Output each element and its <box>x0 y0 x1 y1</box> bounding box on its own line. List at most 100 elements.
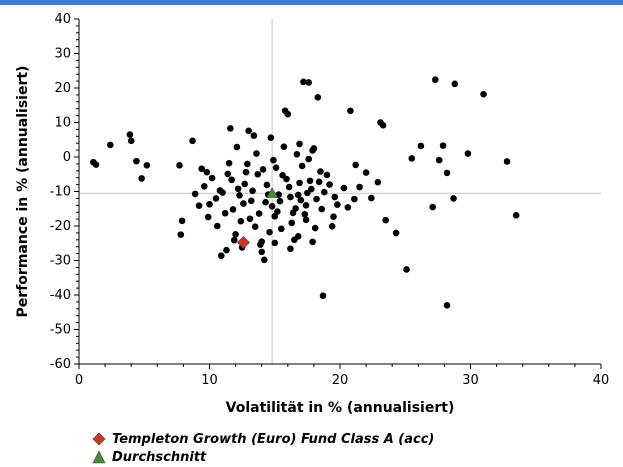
data-point <box>212 195 220 202</box>
y-tick-label: -60 <box>50 357 71 372</box>
data-point <box>503 158 511 165</box>
data-point <box>302 202 310 209</box>
scatter-chart: 40 30 20 10 0 -10 -20 -30 -40 -50 -60 0 10 20 30 40 Vol… <box>15 12 610 416</box>
data-point <box>512 212 520 219</box>
data-point <box>285 183 293 191</box>
data-point <box>451 80 459 88</box>
data-point <box>319 292 327 299</box>
data-point <box>323 171 331 179</box>
data-point <box>262 198 269 206</box>
data-point <box>254 170 262 178</box>
data-point <box>294 233 302 240</box>
y-tick-label: 20 <box>54 81 71 96</box>
data-point <box>208 174 216 182</box>
data-point <box>417 142 425 150</box>
data-point <box>253 150 260 157</box>
x-tick-label: 40 <box>593 373 610 388</box>
data-point <box>178 217 186 225</box>
data-point <box>232 230 239 238</box>
data-point <box>214 222 221 230</box>
data-point <box>305 79 312 86</box>
data-point <box>306 177 314 185</box>
data-point <box>379 121 387 129</box>
data-point <box>229 206 237 213</box>
data-point <box>288 219 296 227</box>
data-point <box>267 134 275 141</box>
data-point <box>257 241 264 248</box>
data-point <box>287 193 294 201</box>
data-point <box>279 171 286 179</box>
data-point <box>255 210 263 217</box>
data-point <box>245 127 252 135</box>
data-point <box>233 143 241 151</box>
data-point <box>276 197 284 205</box>
y-tick-label: -10 <box>50 185 71 200</box>
data-point <box>403 266 410 273</box>
data-point <box>317 168 324 175</box>
data-point <box>271 239 279 247</box>
data-point <box>287 245 294 253</box>
legend-label-fund: Templeton Growth (Euro) Fund Class A (ac… <box>112 431 435 447</box>
data-point <box>234 185 242 193</box>
data-point <box>315 178 323 186</box>
average-marker <box>266 187 279 198</box>
data-point <box>268 203 276 210</box>
crosshair <box>79 19 601 364</box>
x-tick-label: 0 <box>75 373 83 388</box>
data-point <box>344 204 352 211</box>
data-point <box>228 176 235 184</box>
data-point <box>368 194 375 202</box>
data-point <box>351 195 358 203</box>
data-point <box>259 166 267 173</box>
data-point <box>263 181 271 189</box>
data-point <box>431 76 439 84</box>
data-point <box>321 188 328 196</box>
x-tick-label: 30 <box>462 373 479 388</box>
data-point <box>450 195 457 202</box>
legend-label-average: Durchschnitt <box>112 449 207 465</box>
data-point <box>296 140 303 148</box>
data-point <box>249 187 256 195</box>
data-point <box>224 170 232 178</box>
data-point <box>195 202 203 209</box>
data-point <box>298 162 306 170</box>
x-tick-label: 20 <box>332 373 349 388</box>
data-point <box>429 203 436 211</box>
data-point <box>328 223 336 230</box>
legend-item-fund: Templeton Growth (Euro) Fund Class A (ac… <box>92 430 434 448</box>
y-tick-label: 40 <box>54 12 71 27</box>
data-point <box>382 216 389 224</box>
data-point <box>240 200 247 207</box>
y-tick-label: -40 <box>50 288 71 303</box>
data-point <box>310 145 318 152</box>
y-tick-label: 30 <box>54 47 71 62</box>
top-accent-bar <box>0 0 623 5</box>
data-point <box>191 190 199 198</box>
data-point <box>304 189 311 197</box>
data-point <box>330 213 337 220</box>
data-point <box>237 217 245 225</box>
y-tick-label: 0 <box>63 150 71 165</box>
data-point <box>464 150 472 157</box>
data-point <box>302 216 310 224</box>
data-point <box>313 195 320 203</box>
data-point <box>246 215 254 223</box>
data-point <box>225 159 233 167</box>
data-point <box>227 125 234 132</box>
data-point <box>272 164 280 171</box>
data-point <box>176 161 183 169</box>
legend-item-average: Durchschnitt <box>92 448 434 466</box>
data-point <box>242 168 250 176</box>
data-point <box>271 213 279 220</box>
data-point <box>177 231 185 238</box>
y-tick-label: -50 <box>50 323 71 338</box>
data-point <box>300 78 307 86</box>
data-point <box>443 302 451 309</box>
data-point <box>314 94 322 101</box>
data-point <box>289 209 297 217</box>
data-point <box>334 201 341 208</box>
data-point <box>127 137 135 145</box>
data-point <box>347 107 354 115</box>
data-point <box>296 179 303 187</box>
data-point <box>200 183 208 190</box>
